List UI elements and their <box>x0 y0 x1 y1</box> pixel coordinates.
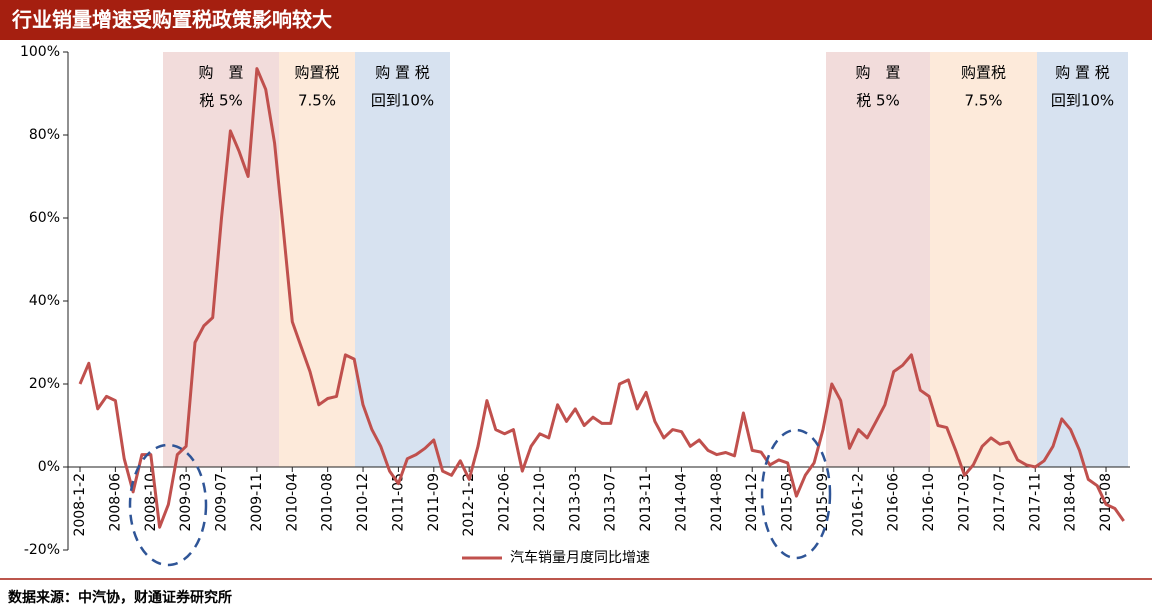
legend-label: 汽车销量月度同比增速 <box>510 549 650 566</box>
region-label: 购 置 税 <box>375 64 430 82</box>
x-tick-label: 2010-08 <box>320 473 336 532</box>
x-tick-label: 2013-07 <box>603 473 619 532</box>
policy-region <box>163 52 279 467</box>
region-label: 7.5% <box>298 92 336 110</box>
chart-title: 行业销量增速受购置税政策影响较大 <box>11 8 332 32</box>
y-tick-label: 100% <box>20 44 60 60</box>
x-tick-label: 2018-04 <box>1063 473 1079 532</box>
region-label: 购置税 <box>961 64 1006 82</box>
policy-region <box>930 52 1037 467</box>
region-label: 购 置 <box>198 64 243 82</box>
x-tick-label: 2009-07 <box>214 473 230 532</box>
x-tick-label: 2015-05 <box>780 473 796 532</box>
y-tick-label: 40% <box>29 293 60 309</box>
x-tick-label: 2011-09 <box>426 473 442 532</box>
x-tick-label: 2011-05 <box>390 473 406 532</box>
region-label: 回到10% <box>371 92 434 110</box>
region-label: 7.5% <box>964 92 1002 110</box>
x-tick-label: 2017-11 <box>1027 473 1043 532</box>
x-tick-label: 2014-08 <box>709 473 725 532</box>
policy-region <box>1037 52 1128 467</box>
x-tick-label: 2008-1-2 <box>72 473 88 537</box>
x-tick-label: 2012-1-2 <box>461 473 477 537</box>
x-tick-label: 2016-10 <box>921 473 937 532</box>
policy-region <box>355 52 450 467</box>
y-tick-label: 20% <box>29 376 60 392</box>
x-tick-label: 2016-1-2 <box>850 473 866 537</box>
x-tick-label: 2014-04 <box>673 473 689 532</box>
plot: -20% 0% 20% 40% 60% 80% 100% 2008-1-2 2008-06 200… <box>20 44 1130 566</box>
x-tick-label: 2010-04 <box>284 473 300 532</box>
x-tick-label: 2014-12 <box>744 473 760 532</box>
x-tick-label: 2017-03 <box>957 473 973 532</box>
region-label: 购 置 税 <box>1055 64 1110 82</box>
region-label: 购 置 <box>855 64 900 82</box>
title-bar <box>0 0 1152 40</box>
source-note: 数据来源：中汽协，财通证券研究所 <box>8 589 232 606</box>
x-tick-label: 2008-06 <box>107 473 123 532</box>
series-line <box>78 67 1125 529</box>
x-tick-label: 2016-06 <box>886 473 902 532</box>
x-tick-label: 2009-03 <box>178 473 194 532</box>
x-tick-label: 2012-10 <box>532 473 548 532</box>
y-tick-label: 80% <box>29 127 60 143</box>
y-tick-label: 60% <box>29 210 60 226</box>
region-label: 税 5% <box>199 92 243 110</box>
y-tick-label: 0% <box>38 459 60 475</box>
x-tick-label: 2009-11 <box>249 473 265 532</box>
policy-region <box>826 52 930 467</box>
policy-region <box>279 52 355 467</box>
highlight-ellipse <box>760 428 832 560</box>
highlight-ellipse <box>128 443 208 567</box>
x-tick-label: 2013-03 <box>567 473 583 532</box>
x-tick-label: 2012-06 <box>497 473 513 532</box>
y-tick-label: -20% <box>24 542 60 558</box>
x-tick-label: 2010-12 <box>355 473 371 532</box>
region-label: 回到10% <box>1051 92 1114 110</box>
region-label: 购置税 <box>294 64 339 82</box>
x-tick-label: 2017-07 <box>992 473 1008 532</box>
region-label: 税 5% <box>856 92 900 110</box>
x-tick-label: 2013-11 <box>638 473 654 532</box>
